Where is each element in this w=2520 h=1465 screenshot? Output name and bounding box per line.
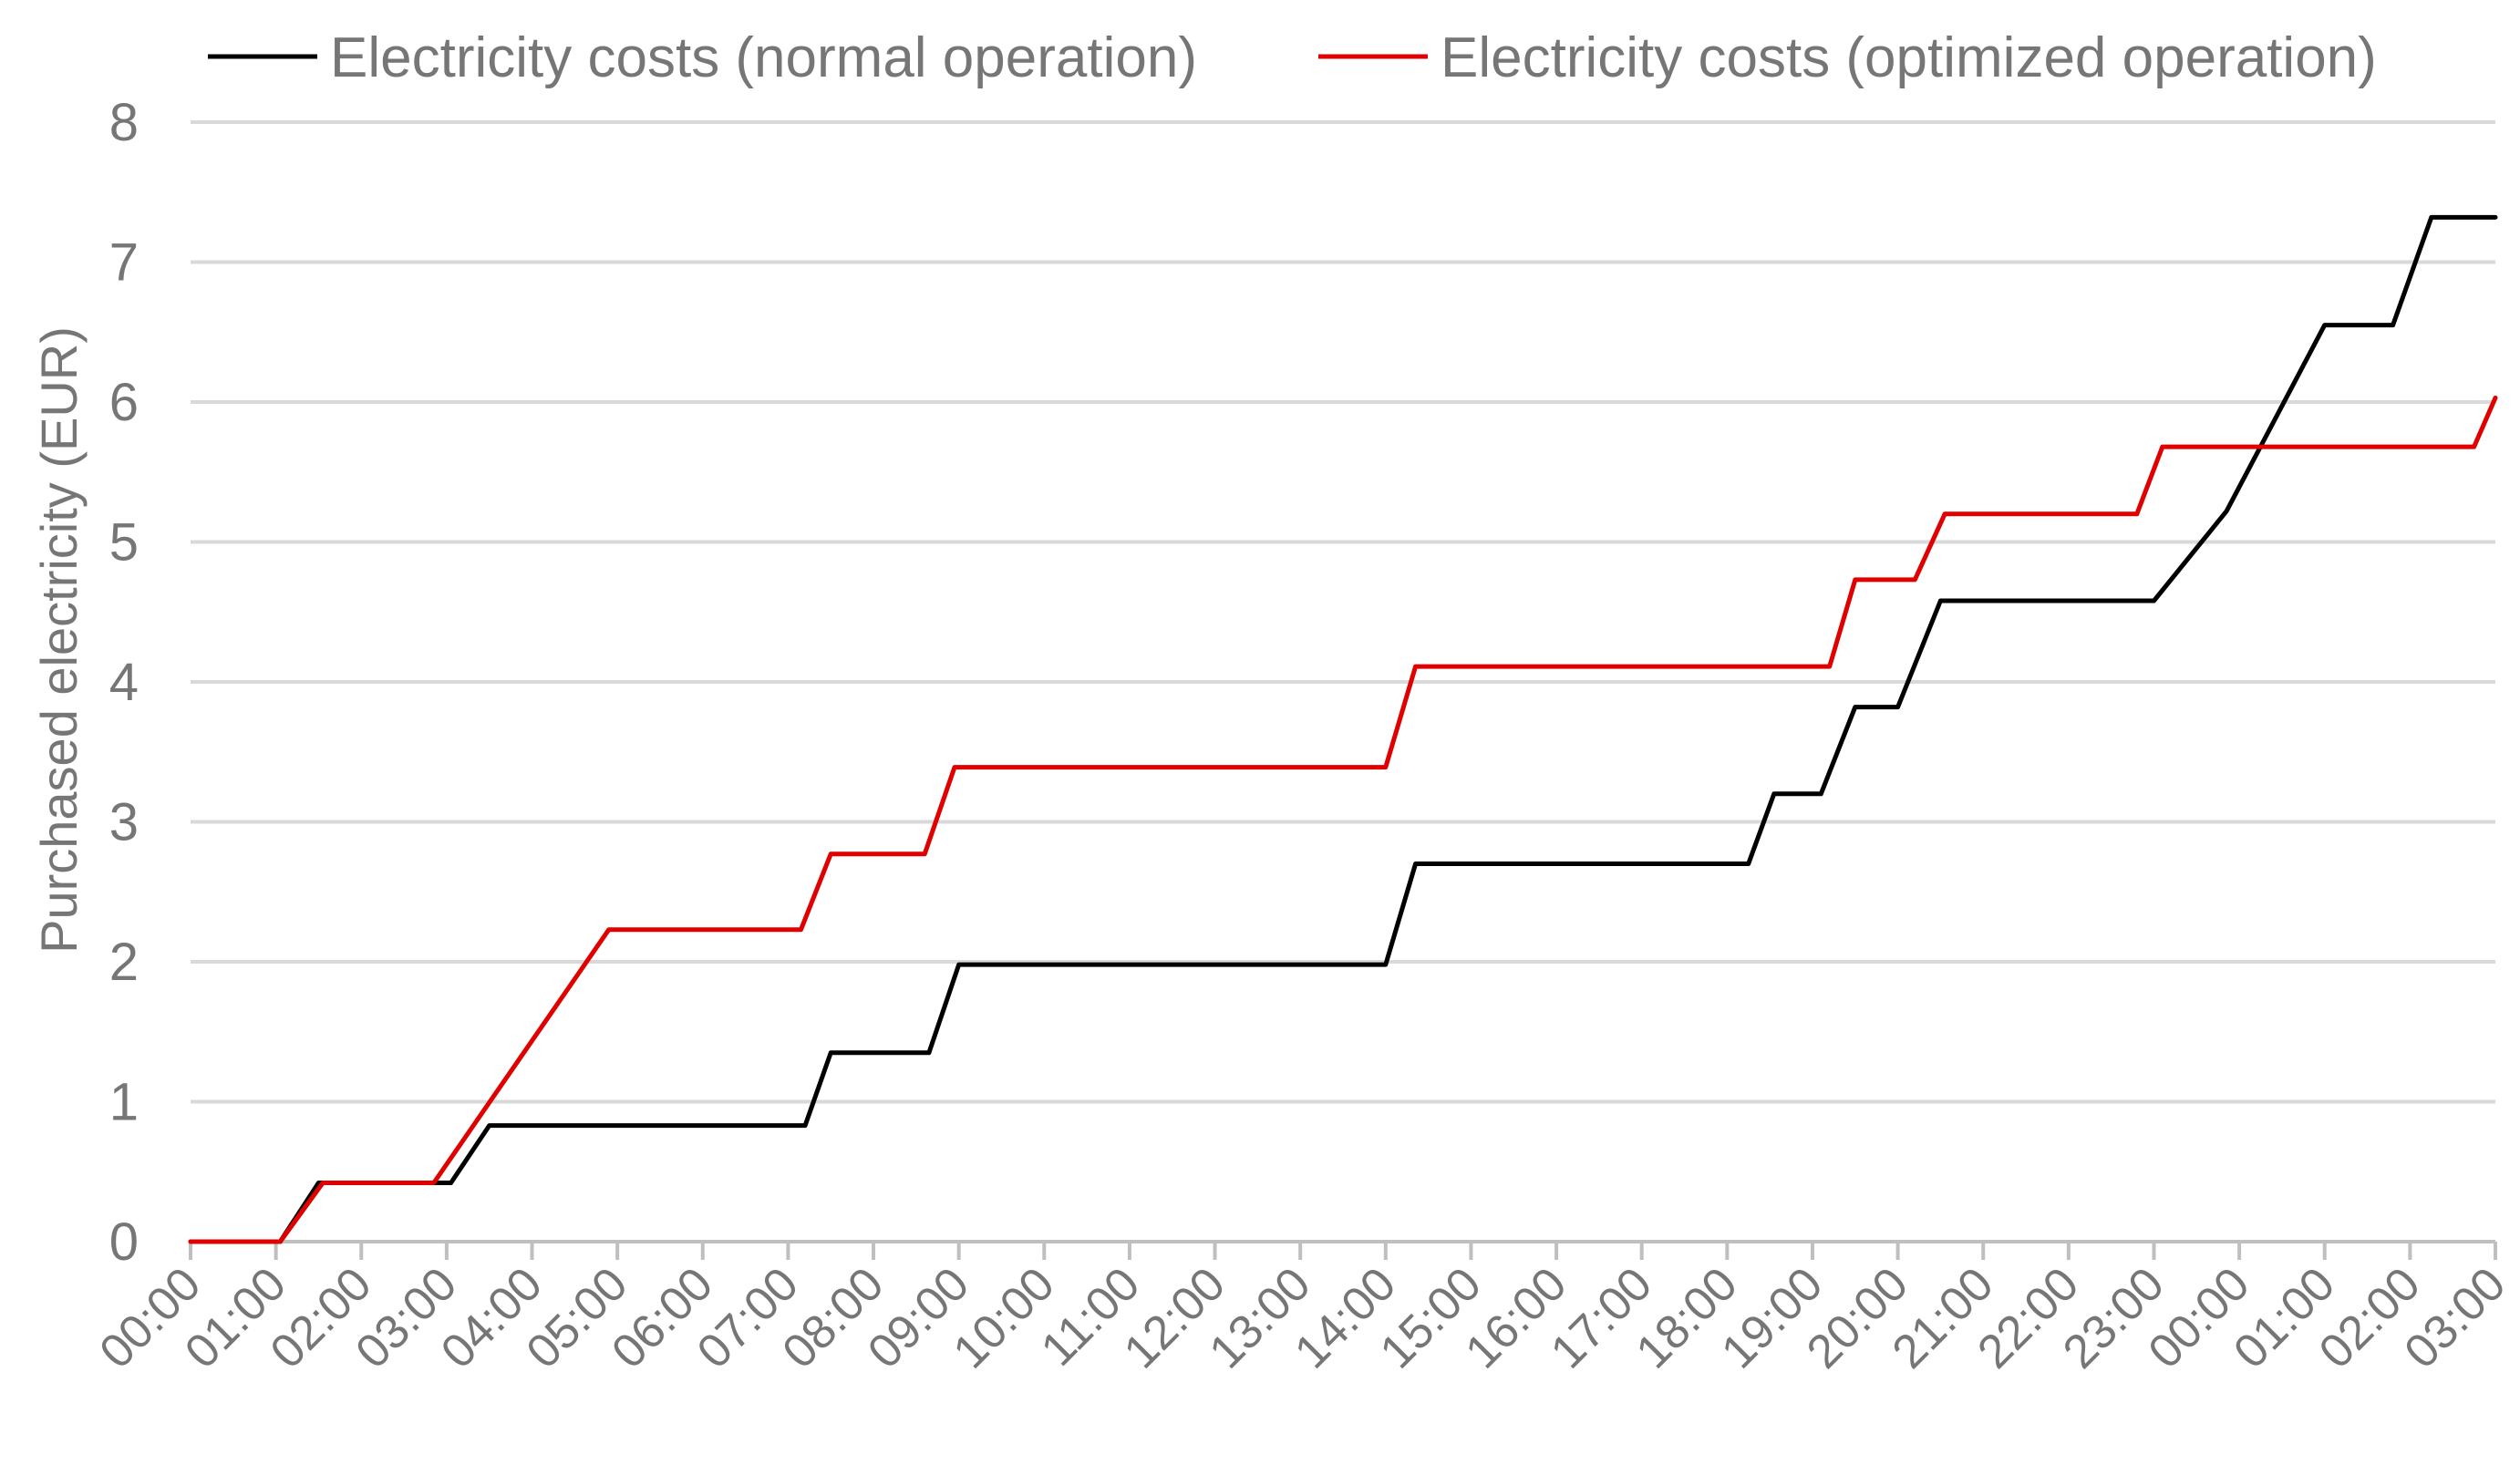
x-tick-label: 06:00 xyxy=(602,1257,723,1378)
legend-label-normal: Electricity costs (normal operation) xyxy=(330,26,1197,89)
y-axis-title: Purchased electricity (EUR) xyxy=(30,326,88,954)
x-tick-label: 07:00 xyxy=(687,1257,809,1378)
x-tick-label: 17:00 xyxy=(1541,1257,1662,1378)
y-tick-label: 6 xyxy=(109,373,139,432)
x-tick-label: 01:00 xyxy=(175,1257,296,1378)
x-tick-label: 02:00 xyxy=(261,1257,382,1378)
x-tick-label: 15:00 xyxy=(1370,1257,1492,1378)
x-tick-label: 03:00 xyxy=(346,1257,467,1378)
y-axis-ticks: 0 1 2 3 4 5 6 7 8 xyxy=(109,93,139,1272)
x-tick-label: 14:00 xyxy=(1285,1257,1406,1378)
x-tick-label: 09:00 xyxy=(858,1257,979,1378)
x-tick-label: 20:00 xyxy=(1797,1257,1918,1378)
x-tick-label: 04:00 xyxy=(431,1257,553,1378)
series-lines xyxy=(188,214,2498,1244)
x-tick-label: 00:00 xyxy=(2139,1257,2260,1378)
x-tick-label: 22:00 xyxy=(1967,1257,2089,1378)
y-tick-label: 8 xyxy=(109,93,139,152)
y-tick-label: 2 xyxy=(109,933,139,992)
x-tick-label: 01:00 xyxy=(2224,1257,2345,1378)
series-line-optimized-operation xyxy=(188,395,2498,1244)
x-tick-label: 00:00 xyxy=(89,1257,211,1378)
x-tick-label: 08:00 xyxy=(772,1257,893,1378)
x-tick-label: 05:00 xyxy=(517,1257,638,1378)
gridlines xyxy=(191,120,2495,1104)
y-tick-label: 0 xyxy=(109,1212,139,1272)
x-tick-label: 02:00 xyxy=(2309,1257,2431,1378)
x-axis xyxy=(189,1240,2497,1260)
x-tick-label: 16:00 xyxy=(1456,1257,1577,1378)
x-axis-ticks: 00:0001:0002:0003:0004:0005:0006:0007:00… xyxy=(89,1257,2515,1378)
y-tick-label: 1 xyxy=(109,1073,139,1132)
legend: Electricity costs (normal operation) Ele… xyxy=(208,26,2377,89)
x-tick-label: 21:00 xyxy=(1883,1257,2004,1378)
x-tick-label: 10:00 xyxy=(944,1257,1065,1378)
y-tick-label: 7 xyxy=(109,233,139,293)
x-tick-label: 03:00 xyxy=(2394,1257,2515,1378)
series-line-normal-operation xyxy=(188,214,2498,1244)
y-tick-label: 3 xyxy=(109,793,139,852)
x-tick-label: 18:00 xyxy=(1627,1257,1748,1378)
x-tick-label: 23:00 xyxy=(2053,1257,2174,1378)
legend-label-optimized: Electricity costs (optimized operation) xyxy=(1441,26,2377,89)
x-tick-label: 12:00 xyxy=(1114,1257,1235,1378)
y-tick-label: 5 xyxy=(109,513,139,573)
x-tick-label: 19:00 xyxy=(1711,1257,1833,1378)
x-tick-label: 13:00 xyxy=(1200,1257,1321,1378)
y-tick-label: 4 xyxy=(109,653,139,712)
